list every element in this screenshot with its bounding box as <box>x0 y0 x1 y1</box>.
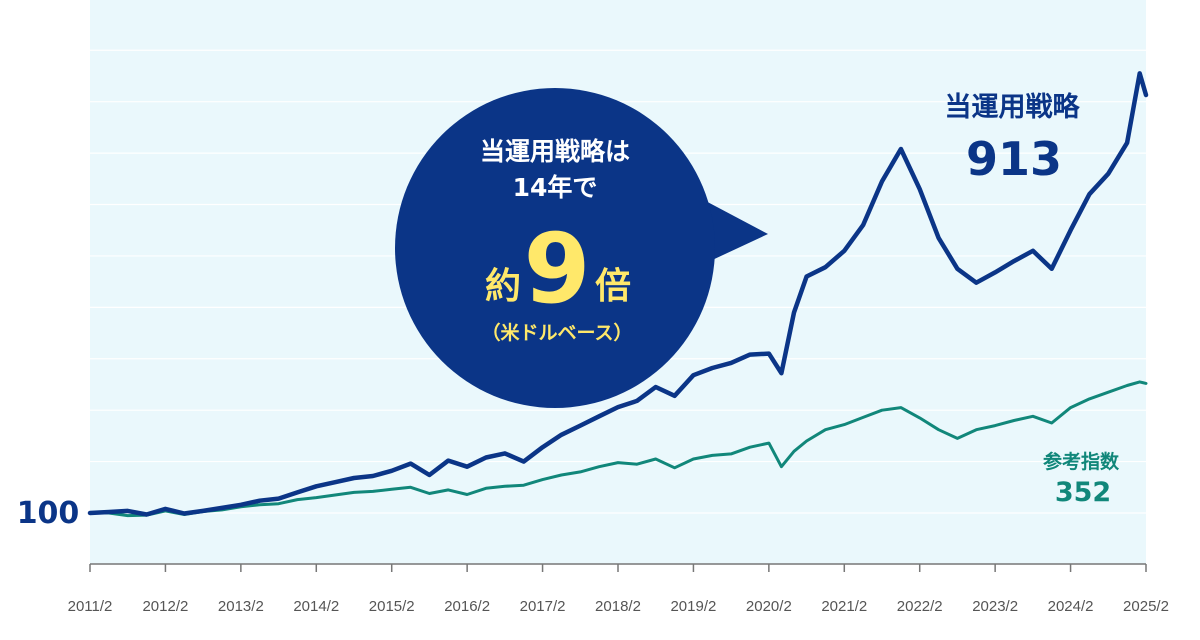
callout-pointer <box>700 198 768 262</box>
callout-bubble: 当運用戦略は 14年で 約 9 倍 （米ドルベース） <box>395 88 768 408</box>
x-axis-ticks: 2011/2 2012/2 2013/2 2014/2 2015/2 2016/2 2017… <box>68 564 1169 615</box>
x-tick-label: 2014/2 <box>293 598 339 615</box>
start-value-label: 100 <box>17 496 80 531</box>
callout-multiple: 9 <box>524 213 591 325</box>
strategy-series-name: 当運用戦略 <box>945 91 1081 123</box>
strategy-series-line <box>87 71 1149 517</box>
x-tick-label: 2019/2 <box>670 598 716 615</box>
x-tick-label: 2023/2 <box>972 598 1018 615</box>
x-tick-label: 2011/2 <box>68 598 113 615</box>
callout-suffix: 倍 <box>595 266 631 307</box>
index-final-value: 352 <box>1055 477 1111 508</box>
x-tick-label: 2025/2 <box>1123 598 1169 615</box>
x-tick-label: 2020/2 <box>746 598 792 615</box>
x-tick-label: 2012/2 <box>142 598 188 615</box>
index-series-line <box>88 380 1148 518</box>
callout-note: （米ドルベース） <box>481 321 632 344</box>
series-layer <box>87 71 1149 518</box>
x-tick-label: 2018/2 <box>595 598 641 615</box>
callout-line-2: 14年で <box>513 173 598 202</box>
x-tick-label: 2015/2 <box>369 598 415 615</box>
x-tick-label: 2016/2 <box>444 598 490 615</box>
x-tick-label: 2013/2 <box>218 598 264 615</box>
index-series-name: 参考指数 <box>1043 450 1120 473</box>
callout-prefix: 約 <box>485 266 521 307</box>
callout-circle <box>395 88 715 408</box>
x-tick-label: 2024/2 <box>1048 598 1094 615</box>
strategy-final-value: 913 <box>966 132 1062 186</box>
callout-line-1: 当運用戦略は <box>480 137 630 166</box>
x-tick-label: 2021/2 <box>821 598 867 615</box>
x-tick-label: 2017/2 <box>520 598 566 615</box>
x-tick-label: 2022/2 <box>897 598 943 615</box>
